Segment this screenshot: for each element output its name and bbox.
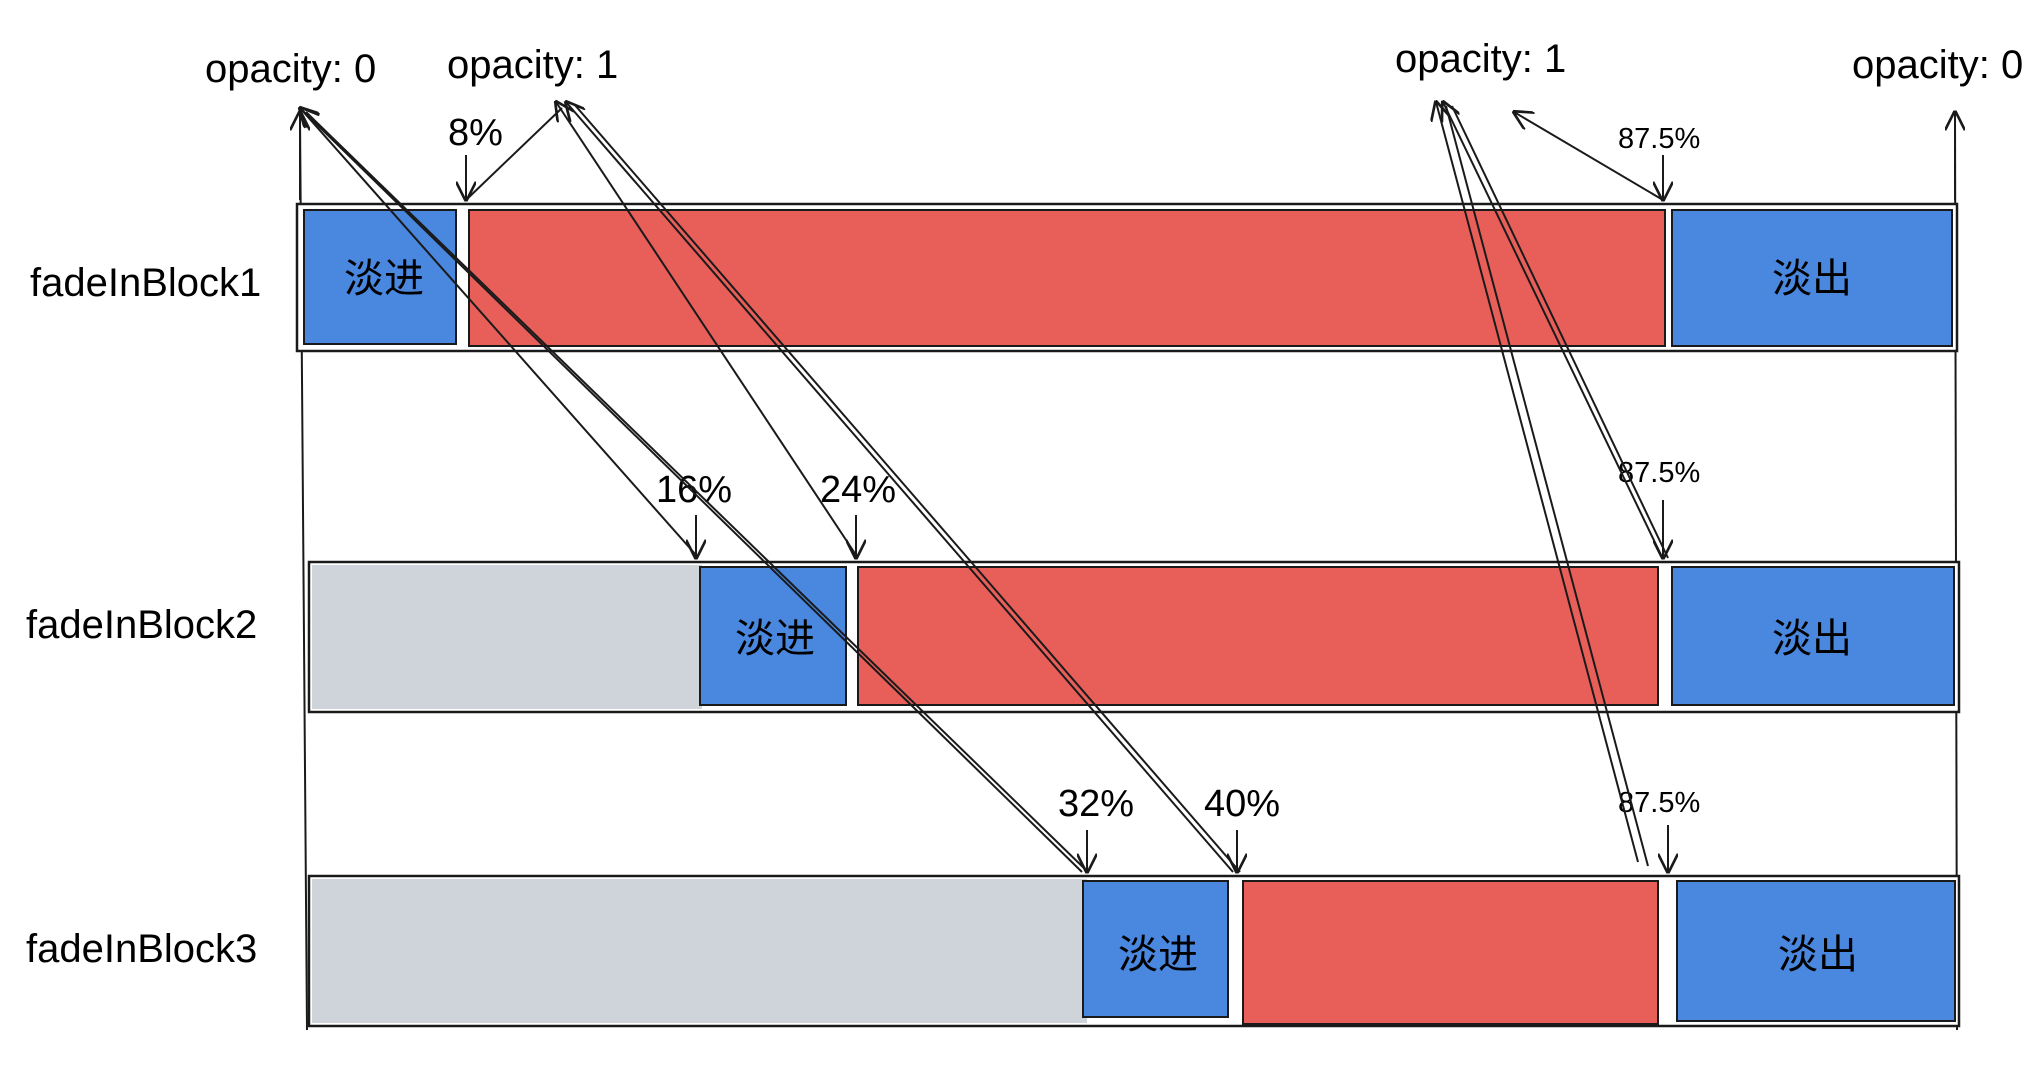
row-1-fade-in-end-pct: 8% (448, 112, 503, 154)
row-label-3: fadeInBlock3 (26, 927, 257, 971)
row-1-fade-out-block (1671, 209, 1953, 347)
opacity-0-label-right: opacity: 0 (1852, 43, 2023, 87)
row-1-fade-in-block (303, 209, 457, 345)
connector-row2-end-to-opacity-1 (556, 102, 857, 556)
connector-row1-to-opacity-1-out (1514, 112, 1664, 201)
connector-row3-start-to-opacity-0 (300, 108, 1083, 873)
connector-row1-to-opacity-1 (465, 107, 563, 201)
row-2-fade-out-block (1671, 566, 1955, 706)
row-3-fade-in-label: 淡进 (1118, 932, 1198, 978)
row-3-fade-out-block (1676, 880, 1956, 1022)
connector-row2-to-opacity-1-out (1443, 102, 1662, 556)
connector-row3-end-to-opacity-1 (566, 102, 1234, 873)
row-1-fade-out-label: 淡出 (1772, 256, 1852, 302)
row-1-fade-out-start-pct: 87.5% (1618, 123, 1700, 155)
row-3-fade-in-start-pct: 32% (1058, 783, 1134, 825)
row-1-fade-in-label: 淡进 (344, 256, 424, 302)
opacity-0-label-left: opacity: 0 (205, 47, 376, 91)
row-2-fade-in-end-pct: 24% (820, 469, 896, 511)
row-2-visible-block (857, 566, 1659, 706)
row-3-fade-out-label: 淡出 (1778, 932, 1858, 978)
row-3-visible-block (1242, 880, 1659, 1025)
row-3-fade-in-block (1082, 880, 1229, 1018)
row-3-bar: 淡进 淡出 (307, 874, 1961, 1028)
connector-row2-start-to-opacity-0 (300, 108, 697, 556)
row-3-delay-block (312, 879, 1087, 1023)
row-1-bar: 淡进 淡出 (295, 202, 1959, 353)
row-1-visible-block (468, 209, 1666, 347)
row-2-fade-out-label: 淡出 (1772, 616, 1852, 662)
row-2-delay-block (312, 565, 702, 709)
row-2-fade-in-block (699, 566, 847, 706)
row-label-2: fadeInBlock2 (26, 603, 257, 647)
opacity-1-label-fade-in: opacity: 1 (447, 43, 618, 87)
connector-row3-to-opacity-1-out (1436, 102, 1639, 863)
opacity-1-label-fade-out: opacity: 1 (1395, 37, 1566, 81)
row-label-1: fadeInBlock1 (30, 261, 261, 305)
row-3-fade-in-end-pct: 40% (1204, 783, 1280, 825)
row-2-fade-in-label: 淡进 (735, 616, 815, 662)
row-2-fade-out-start-pct: 87.5% (1618, 457, 1700, 489)
row-2-bar: 淡进 淡出 (307, 560, 1961, 714)
